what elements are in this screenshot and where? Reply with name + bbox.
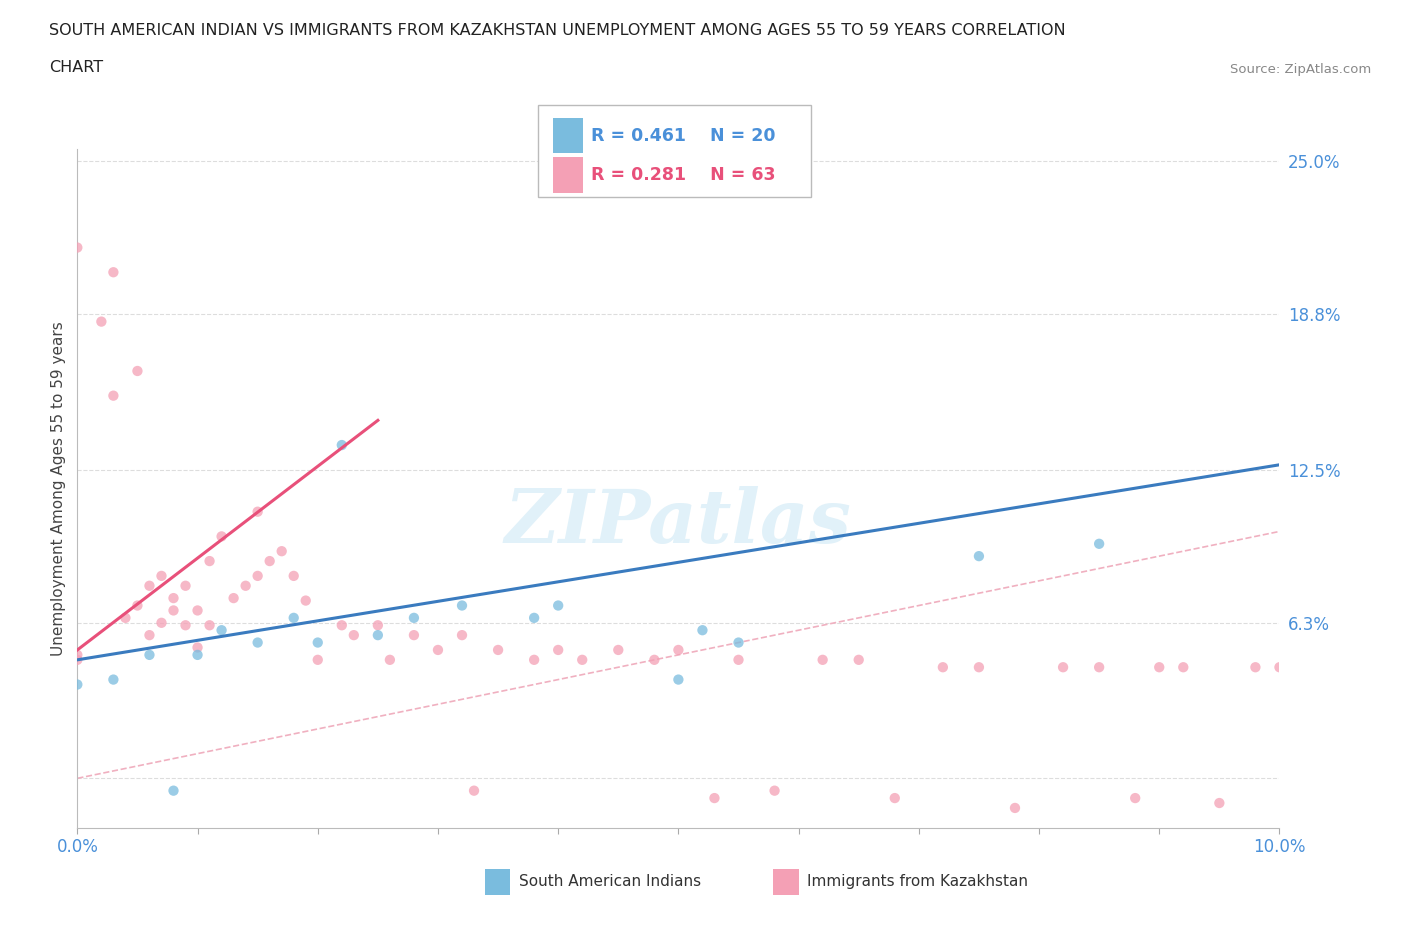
Point (811, 652, 834, 667)
Point (1088, 537, 1111, 551)
Point (763, 783, 786, 798)
Point (162, 603, 184, 618)
Text: Immigrants from Kazakhstan: Immigrants from Kazakhstan (807, 874, 1028, 889)
Point (1088, 659, 1111, 674)
Point (402, 628, 425, 643)
Point (486, 643, 509, 658)
Point (1052, 659, 1074, 674)
Point (66, 240, 89, 255)
Point (138, 628, 160, 643)
Point (211, 529, 233, 544)
Point (186, 640, 209, 655)
Point (259, 553, 281, 568)
Point (114, 610, 136, 625)
Point (643, 652, 665, 667)
Text: CHART: CHART (49, 60, 103, 75)
Point (283, 610, 305, 625)
Point (162, 783, 184, 798)
Point (367, 618, 389, 632)
Point (211, 623, 233, 638)
Point (547, 643, 569, 658)
Point (222, 591, 245, 605)
Point (1149, 659, 1171, 674)
Point (402, 610, 425, 625)
Point (571, 652, 593, 667)
Point (174, 618, 197, 632)
Point (451, 628, 474, 643)
Point (367, 628, 389, 643)
Point (547, 598, 569, 613)
Point (668, 643, 690, 658)
Point (967, 659, 990, 674)
Point (186, 603, 209, 618)
Point (307, 635, 329, 650)
Point (103, 672, 125, 687)
Point (727, 635, 749, 650)
Point (103, 388, 125, 403)
Text: South American Indians: South American Indians (519, 874, 702, 889)
Point (1244, 659, 1267, 674)
Point (294, 593, 316, 608)
Point (127, 364, 149, 379)
Text: ZIPatlas: ZIPatlas (505, 486, 852, 558)
Point (138, 647, 160, 662)
Text: R = 0.461    N = 20: R = 0.461 N = 20 (591, 126, 775, 145)
Point (283, 568, 305, 583)
Point (883, 790, 905, 805)
Point (103, 265, 125, 280)
Y-axis label: Unemployment Among Ages 55 to 59 years: Unemployment Among Ages 55 to 59 years (51, 321, 66, 656)
Point (150, 616, 173, 631)
Point (523, 652, 546, 667)
Text: SOUTH AMERICAN INDIAN VS IMMIGRANTS FROM KAZAKHSTAN UNEMPLOYMENT AMONG AGES 55 T: SOUTH AMERICAN INDIAN VS IMMIGRANTS FROM… (49, 23, 1066, 38)
Point (162, 591, 184, 605)
Point (198, 618, 221, 632)
Point (90, 314, 112, 329)
Point (186, 647, 209, 662)
Point (607, 643, 630, 658)
Point (378, 652, 401, 667)
Point (150, 568, 173, 583)
Point (668, 672, 690, 687)
Point (307, 652, 329, 667)
Text: Source: ZipAtlas.com: Source: ZipAtlas.com (1230, 63, 1371, 76)
Point (463, 783, 485, 798)
Text: R = 0.281    N = 63: R = 0.281 N = 63 (591, 166, 775, 184)
Point (427, 643, 450, 658)
Point (703, 790, 725, 805)
Point (66, 677, 89, 692)
Point (246, 568, 269, 583)
Point (246, 504, 269, 519)
Point (198, 553, 221, 568)
Point (66, 652, 89, 667)
Point (692, 623, 714, 638)
Point (1123, 790, 1146, 805)
Point (330, 438, 353, 453)
Point (246, 635, 269, 650)
Point (235, 578, 257, 593)
Point (66, 647, 89, 662)
Point (1173, 659, 1195, 674)
Point (343, 628, 366, 643)
Point (932, 659, 955, 674)
Point (451, 598, 474, 613)
Point (1268, 659, 1291, 674)
Point (138, 578, 160, 593)
Point (1004, 801, 1026, 816)
Point (848, 652, 870, 667)
Point (270, 544, 292, 559)
Point (174, 578, 197, 593)
Point (330, 618, 353, 632)
Point (127, 598, 149, 613)
Point (727, 652, 749, 667)
Point (967, 549, 990, 564)
Point (1208, 795, 1230, 810)
Point (523, 610, 546, 625)
